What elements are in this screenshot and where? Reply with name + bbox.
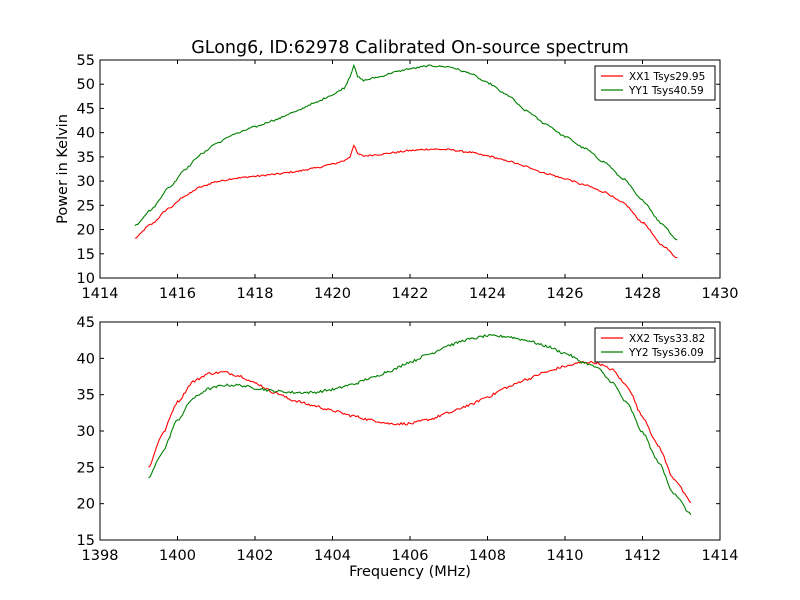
y-tick-label: 40 bbox=[77, 126, 95, 142]
y-tick-label: 20 bbox=[77, 497, 95, 513]
legend-entry: YY1 Tsys40.59 bbox=[628, 85, 704, 97]
x-tick-label: 1410 bbox=[547, 548, 584, 564]
x-tick-label: 1404 bbox=[314, 548, 351, 564]
x-tick-label: 1408 bbox=[469, 548, 506, 564]
top-spectrum-panel: 1414 1416 1418 1420 1422 1424 1426 1428 1430 10 15… bbox=[55, 53, 738, 302]
y-tick-label: 40 bbox=[77, 351, 95, 367]
x-tick-label: 1400 bbox=[159, 548, 196, 564]
y-tick-label: 35 bbox=[77, 388, 95, 404]
y-tick-label: 10 bbox=[77, 271, 95, 287]
x-tick-label: 1412 bbox=[624, 548, 661, 564]
x-tick-label: 1414 bbox=[82, 286, 119, 302]
x-axis-label: Frequency (MHz) bbox=[349, 564, 471, 580]
y-tick-label: 25 bbox=[77, 198, 95, 214]
x-tick-label: 1398 bbox=[82, 548, 119, 564]
series-line-yy-1 bbox=[134, 63, 678, 241]
x-tick-label: 1428 bbox=[624, 286, 661, 302]
y-tick-label: 20 bbox=[77, 223, 95, 239]
y-tick-label: 50 bbox=[77, 77, 95, 93]
series-line-xx-2 bbox=[148, 360, 692, 504]
legend: XX1 Tsys29.95 YY1 Tsys40.59 bbox=[594, 65, 716, 101]
y-tick-label: 45 bbox=[77, 101, 95, 117]
y-tick-label: 30 bbox=[77, 424, 95, 440]
y-tick-label: 45 bbox=[77, 315, 95, 331]
legend-entry: XX2 Tsys33.82 bbox=[629, 333, 705, 345]
series-line-xx-1 bbox=[134, 144, 678, 259]
x-tick-label: 1420 bbox=[314, 286, 351, 302]
series-line-yy-2 bbox=[148, 333, 692, 516]
y-tick-label: 35 bbox=[77, 150, 95, 166]
y-tick-label: 15 bbox=[77, 533, 95, 549]
y-tick-label: 15 bbox=[77, 247, 95, 263]
legend-entry: YY2 Tsys36.09 bbox=[628, 347, 704, 359]
legend-entry: XX1 Tsys29.95 bbox=[629, 71, 705, 83]
y-tick-label: 25 bbox=[77, 460, 95, 476]
x-tick-label: 1402 bbox=[237, 548, 274, 564]
figure-title: GLong6, ID:62978 Calibrated On-source sp… bbox=[191, 38, 629, 58]
legend-box bbox=[594, 327, 716, 363]
x-tick-label: 1426 bbox=[547, 286, 584, 302]
series-group bbox=[148, 333, 692, 516]
x-tick-label: 1406 bbox=[392, 548, 429, 564]
x-tick-label: 1416 bbox=[159, 286, 196, 302]
x-tick-label: 1414 bbox=[702, 548, 739, 564]
x-tick-label: 1430 bbox=[702, 286, 739, 302]
legend: XX2 Tsys33.82 YY2 Tsys36.09 bbox=[594, 327, 716, 363]
y-tick-label: 30 bbox=[77, 174, 95, 190]
series-group bbox=[134, 63, 678, 259]
x-tick-label: 1424 bbox=[469, 286, 506, 302]
bottom-spectrum-panel: 1398 1400 1402 1404 1406 1408 1410 1412 1414 15 20… bbox=[77, 315, 739, 580]
legend-box bbox=[594, 65, 716, 101]
y-axis-label: Power in Kelvin bbox=[55, 114, 71, 224]
y-tick-label: 55 bbox=[77, 53, 95, 69]
x-tick-label: 1418 bbox=[237, 286, 274, 302]
x-tick-label: 1422 bbox=[392, 286, 429, 302]
